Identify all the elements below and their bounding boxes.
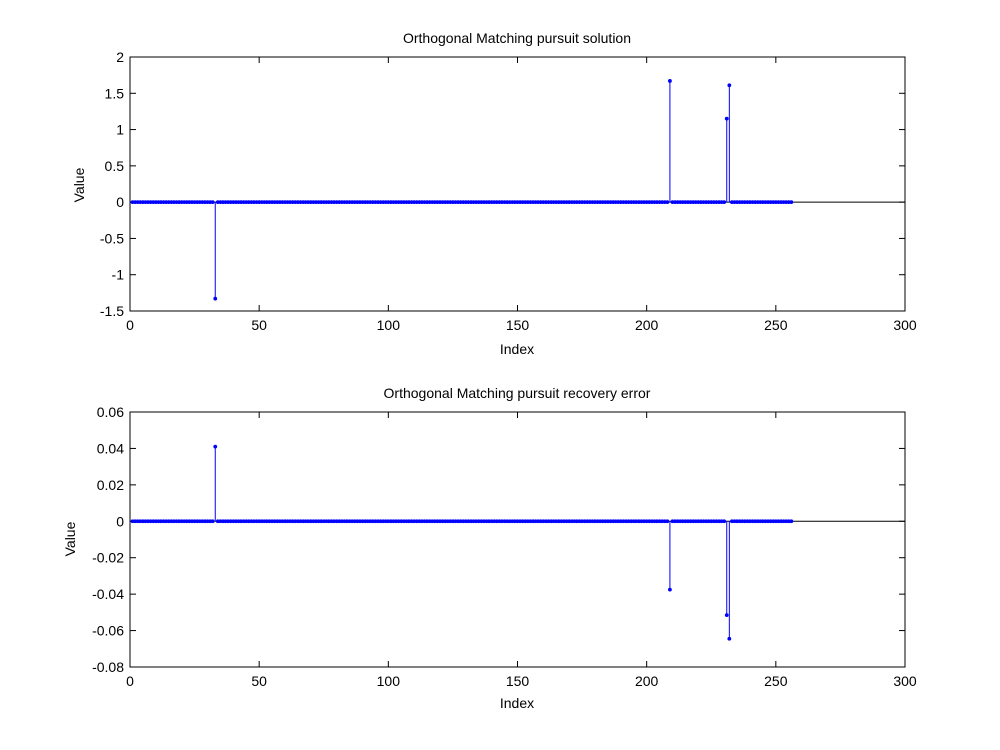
x-tick-label: 200	[635, 317, 659, 333]
y-tick-label: -0.5	[100, 230, 124, 246]
x-axis-label: Index	[500, 695, 534, 711]
y-tick-label: 0.02	[97, 477, 124, 493]
y-tick-label: -1.5	[100, 303, 124, 319]
stem-marker	[724, 116, 729, 121]
stem-marker	[724, 613, 729, 617]
stem-marker	[210, 200, 215, 205]
x-tick-label: 150	[506, 317, 530, 333]
stem-marker	[665, 200, 670, 205]
x-tick-label: 250	[764, 673, 788, 689]
y-tick-label: -0.04	[92, 586, 124, 602]
x-tick-label: 300	[893, 673, 917, 689]
error-subplot: Orthogonal Matching pursuit recovery err…	[62, 385, 917, 711]
chart-title: Orthogonal Matching pursuit solution	[403, 30, 631, 46]
y-axis-label: Value	[71, 167, 87, 202]
x-tick-label: 0	[126, 317, 134, 333]
y-tick-label: 0.04	[97, 440, 124, 456]
y-tick-label: -1	[112, 267, 125, 283]
y-tick-label: 2	[116, 49, 124, 65]
x-tick-label: 100	[377, 673, 401, 689]
stem-marker	[722, 200, 727, 205]
y-axis-label: Value	[62, 521, 78, 556]
x-axis-label: Index	[500, 341, 534, 357]
x-tick-label: 50	[251, 673, 267, 689]
x-tick-label: 200	[635, 673, 659, 689]
x-tick-label: 300	[893, 317, 917, 333]
y-tick-label: 1.5	[105, 85, 125, 101]
stem-marker	[210, 519, 215, 524]
stem-marker	[727, 636, 732, 641]
stem-marker	[668, 79, 672, 83]
y-tick-label: 0	[116, 194, 124, 210]
stem-marker	[213, 444, 218, 449]
y-tick-label: -0.08	[92, 659, 124, 675]
stem-marker	[789, 200, 794, 205]
stem-marker	[722, 519, 727, 524]
x-tick-label: 250	[764, 317, 788, 333]
chart-title: Orthogonal Matching pursuit recovery err…	[384, 385, 651, 401]
y-tick-label: -0.06	[92, 623, 124, 639]
x-tick-label: 0	[126, 673, 134, 689]
x-tick-label: 150	[506, 673, 530, 689]
y-tick-label: 0.06	[97, 404, 124, 420]
y-tick-label: -0.02	[92, 550, 124, 566]
stem-marker	[668, 587, 672, 592]
stem-marker	[665, 519, 670, 524]
y-tick-label: 0	[116, 513, 124, 529]
solution-subplot: Orthogonal Matching pursuit solution Ind…	[71, 30, 917, 357]
x-tick-label: 50	[251, 317, 267, 333]
x-tick-label: 100	[377, 317, 401, 333]
stem-marker	[789, 519, 794, 524]
y-tick-label: 0.5	[105, 158, 125, 174]
y-tick-label: 1	[116, 122, 124, 138]
stem-marker	[727, 83, 732, 88]
stem-marker	[213, 296, 218, 301]
